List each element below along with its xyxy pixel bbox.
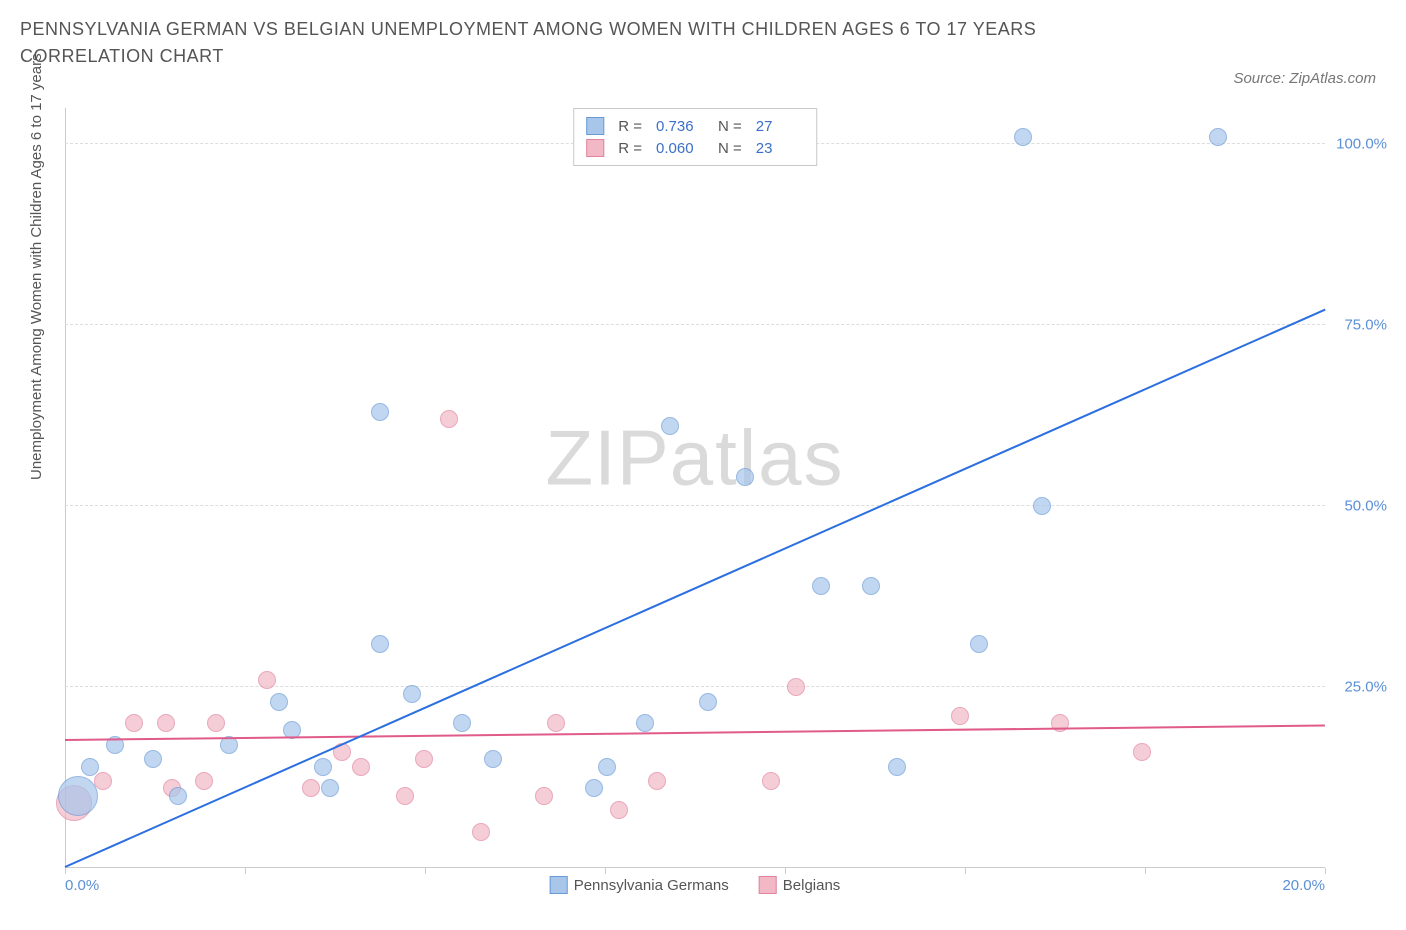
scatter-point-pa-german [484, 750, 502, 768]
n-value-pa: 27 [756, 118, 804, 135]
scatter-point-pa-german [403, 685, 421, 703]
scatter-point-belgian [125, 714, 143, 732]
scatter-point-pa-german [371, 403, 389, 421]
x-tick-mark [425, 868, 426, 874]
scatter-point-belgian [207, 714, 225, 732]
scatter-point-pa-german [58, 776, 98, 816]
scatter-point-belgian [258, 671, 276, 689]
scatter-point-pa-german [636, 714, 654, 732]
chart-title: PENNSYLVANIA GERMAN VS BELGIAN UNEMPLOYM… [20, 16, 1120, 70]
scatter-point-pa-german [736, 468, 754, 486]
legend-item-pa-german: Pennsylvania Germans [550, 876, 729, 894]
gridline [65, 324, 1325, 325]
scatter-point-belgian [157, 714, 175, 732]
scatter-point-belgian [787, 678, 805, 696]
scatter-point-pa-german [270, 693, 288, 711]
scatter-point-pa-german [862, 577, 880, 595]
scatter-point-belgian [535, 787, 553, 805]
legend-item-belgian: Belgians [759, 876, 841, 894]
scatter-point-belgian [396, 787, 414, 805]
x-tick-mark [1145, 868, 1146, 874]
scatter-point-pa-german [144, 750, 162, 768]
x-tick-mark [65, 868, 66, 874]
r-value-be: 0.060 [656, 140, 704, 157]
swatch-pa-german [586, 117, 604, 135]
gridline [65, 686, 1325, 687]
scatter-point-pa-german [1014, 128, 1032, 146]
scatter-point-belgian [94, 772, 112, 790]
stats-legend: R = 0.736 N = 27 R = 0.060 N = 23 [573, 108, 817, 166]
trend-line [65, 309, 1326, 868]
y-tick-label: 50.0% [1344, 498, 1387, 515]
plot-area: ZIPatlas R = 0.736 N = 27 R = 0.060 N = … [65, 108, 1325, 868]
series-legend: Pennsylvania Germans Belgians [550, 876, 841, 894]
x-tick-mark [965, 868, 966, 874]
y-tick-label: 75.0% [1344, 317, 1387, 334]
r-value-pa: 0.736 [656, 118, 704, 135]
swatch-belgian-icon [759, 876, 777, 894]
scatter-point-belgian [1133, 743, 1151, 761]
x-tick-mark [605, 868, 606, 874]
x-axis-line [65, 867, 1325, 868]
scatter-point-pa-german [321, 779, 339, 797]
scatter-point-pa-german [169, 787, 187, 805]
trend-line [65, 725, 1325, 741]
scatter-point-pa-german [699, 693, 717, 711]
x-tick-mark [785, 868, 786, 874]
scatter-point-belgian [302, 779, 320, 797]
scatter-point-pa-german [81, 758, 99, 776]
scatter-point-pa-german [598, 758, 616, 776]
x-tick-mark [1325, 868, 1326, 874]
scatter-point-belgian [648, 772, 666, 790]
scatter-point-belgian [951, 707, 969, 725]
x-tick-label: 20.0% [1282, 877, 1325, 894]
scatter-point-pa-german [314, 758, 332, 776]
stats-row-belgian: R = 0.060 N = 23 [586, 137, 804, 159]
scatter-point-belgian [415, 750, 433, 768]
scatter-point-pa-german [661, 417, 679, 435]
x-tick-mark [245, 868, 246, 874]
scatter-point-belgian [472, 823, 490, 841]
y-axis-label: Unemployment Among Women with Children A… [28, 53, 45, 480]
gridline [65, 505, 1325, 506]
watermark: ZIPatlas [545, 412, 844, 503]
source-label: Source: ZipAtlas.com [1233, 70, 1376, 87]
scatter-point-belgian [440, 410, 458, 428]
legend-label-pa: Pennsylvania Germans [574, 877, 729, 894]
swatch-pa-german-icon [550, 876, 568, 894]
x-tick-label: 0.0% [65, 877, 99, 894]
scatter-point-pa-german [585, 779, 603, 797]
stats-row-pa-german: R = 0.736 N = 27 [586, 115, 804, 137]
scatter-point-pa-german [1033, 497, 1051, 515]
scatter-point-belgian [610, 801, 628, 819]
watermark-bold: ZIP [545, 413, 669, 501]
scatter-point-pa-german [453, 714, 471, 732]
r-label: R = [618, 140, 642, 157]
legend-label-be: Belgians [783, 877, 841, 894]
y-tick-label: 100.0% [1336, 136, 1387, 153]
scatter-point-pa-german [371, 635, 389, 653]
scatter-point-belgian [547, 714, 565, 732]
y-axis-line [65, 108, 66, 868]
y-tick-label: 25.0% [1344, 679, 1387, 696]
n-label: N = [718, 140, 742, 157]
scatter-point-pa-german [970, 635, 988, 653]
n-label: N = [718, 118, 742, 135]
scatter-point-belgian [195, 772, 213, 790]
scatter-point-belgian [352, 758, 370, 776]
swatch-belgian [586, 139, 604, 157]
watermark-thin: atlas [670, 413, 845, 501]
scatter-point-pa-german [812, 577, 830, 595]
r-label: R = [618, 118, 642, 135]
n-value-be: 23 [756, 140, 804, 157]
scatter-point-belgian [762, 772, 780, 790]
scatter-point-pa-german [1209, 128, 1227, 146]
scatter-point-pa-german [888, 758, 906, 776]
